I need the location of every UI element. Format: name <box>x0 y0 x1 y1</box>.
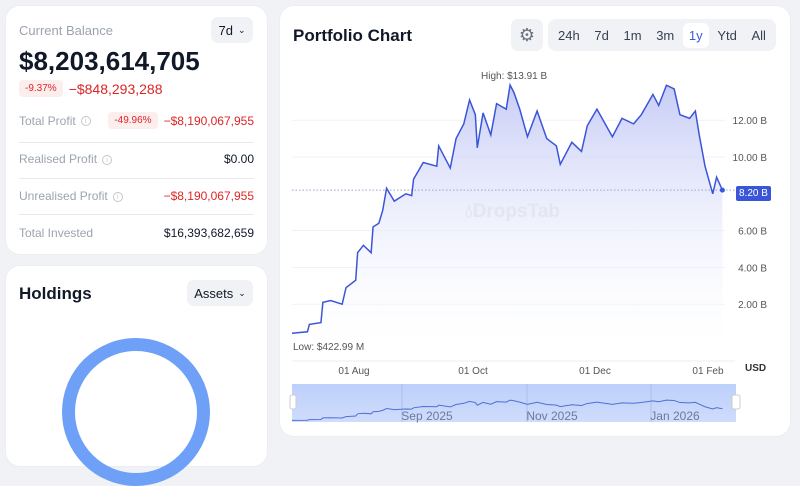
currency-label: USD <box>745 363 767 374</box>
watermark-text: DropsTab <box>472 201 560 222</box>
y-tick-label: 6.00 B <box>738 227 767 238</box>
current-point <box>719 187 725 193</box>
tab-7d[interactable]: 7d <box>594 27 609 43</box>
portfolio-chart-card: Portfolio Chart ⚙ 24h 7d 1m 3m 1y Ytd All 2.00… <box>280 6 790 436</box>
tab-3m[interactable]: 3m <box>656 27 675 43</box>
chart-canvas[interactable]: 2.00 B 4.00 B 6.00 B 10.00 B 12.00 B 01 Aug 01… <box>280 6 790 436</box>
navigator-tick-label: Sep 2025 <box>401 409 453 423</box>
profit-pct-badge: -49.96% <box>108 112 158 129</box>
balance-value: $8,203,614,705 <box>19 46 200 76</box>
x-tick-label: 01 Oct <box>458 366 488 377</box>
chevron-down-icon: ⌄ <box>238 287 246 298</box>
row-value: $16,393,682,659 <box>163 226 254 240</box>
balance-card: Current Balance 7d ⌄ $8,203,614,705 -9.37… <box>6 6 267 254</box>
series-line <box>291 82 724 335</box>
high-label: High: $13.91 B <box>481 71 548 82</box>
y-tick-label: 10.00 B <box>733 153 768 164</box>
info-icon[interactable]: i <box>112 191 123 202</box>
y-tick-label: 12.00 B <box>733 116 768 127</box>
tab-1y[interactable]: 1y <box>682 22 709 48</box>
row-value: $0.00 <box>223 152 254 166</box>
navigator-line <box>291 399 723 421</box>
row-label: Total Invested <box>19 226 94 240</box>
drop-logo-icon: 💧︎ <box>465 201 473 222</box>
unrealised-profit-row: Unrealised Profit i −$8,190,067,955 <box>19 189 254 203</box>
change-pct-badge: -9.37% <box>19 80 63 97</box>
chart-title: Portfolio Chart <box>293 26 412 45</box>
watermark: 💧︎DropsTab <box>465 201 560 223</box>
period-value: 7d <box>218 22 233 38</box>
divider <box>19 214 254 215</box>
realised-profit-row: Realised Profit i $0.00 <box>19 152 254 166</box>
navigator-handle-right[interactable] <box>731 394 741 410</box>
navigator-tick-label: Nov 2025 <box>526 409 578 423</box>
chevron-down-icon: ⌄ <box>237 24 246 35</box>
row-label: Total Profit <box>19 113 76 128</box>
y-tick-label: 2.00 B <box>738 300 767 311</box>
x-tick-label: 01 Feb <box>692 366 724 377</box>
tab-ytd[interactable]: Ytd <box>717 27 737 43</box>
change-abs: −$848,293,288 <box>68 80 163 97</box>
info-icon[interactable]: i <box>80 116 91 127</box>
current-balance-label: Current Balance <box>19 23 113 38</box>
timeframe-tabs: 24h 7d 1m 3m 1y Ytd All <box>548 19 776 51</box>
x-tick-label: 01 Dec <box>579 366 611 377</box>
navigator-tick-label: Jan 2026 <box>650 409 700 423</box>
navigator-window <box>292 384 736 422</box>
tab-1m[interactable]: 1m <box>623 27 642 43</box>
info-icon[interactable]: i <box>102 154 113 165</box>
low-label: Low: $422.99 M <box>293 342 365 353</box>
settings-gear-icon[interactable]: ⚙ <box>511 19 543 51</box>
row-label: Realised Profit <box>19 152 98 166</box>
assets-dropdown[interactable]: Assets ⌄ <box>187 280 253 306</box>
y-tick-label: 4.00 B <box>738 263 767 274</box>
row-label: Unrealised Profit <box>19 189 108 203</box>
holdings-title: Holdings <box>19 284 92 303</box>
navigator-handle-left[interactable] <box>289 394 297 410</box>
tab-all[interactable]: All <box>751 27 766 43</box>
holdings-card: Holdings Assets ⌄ <box>6 266 267 486</box>
tab-24h[interactable]: 24h <box>558 27 580 43</box>
assets-value: Assets <box>194 285 234 301</box>
holdings-donut <box>62 338 210 486</box>
total-invested-row: Total Invested $16,393,682,659 <box>19 226 254 240</box>
area-fill <box>292 85 723 346</box>
divider <box>19 142 254 143</box>
row-value: −$8,190,067,955 <box>163 113 254 128</box>
x-tick-label: 01 Aug <box>338 366 369 377</box>
divider <box>19 178 254 179</box>
row-value: −$8,190,067,955 <box>163 189 254 203</box>
period-dropdown[interactable]: 7d ⌄ <box>211 17 253 43</box>
total-profit-row: Total Profit i -49.96% −$8,190,067,955 <box>19 112 254 129</box>
current-value-badge: 8.20 B <box>736 186 771 201</box>
